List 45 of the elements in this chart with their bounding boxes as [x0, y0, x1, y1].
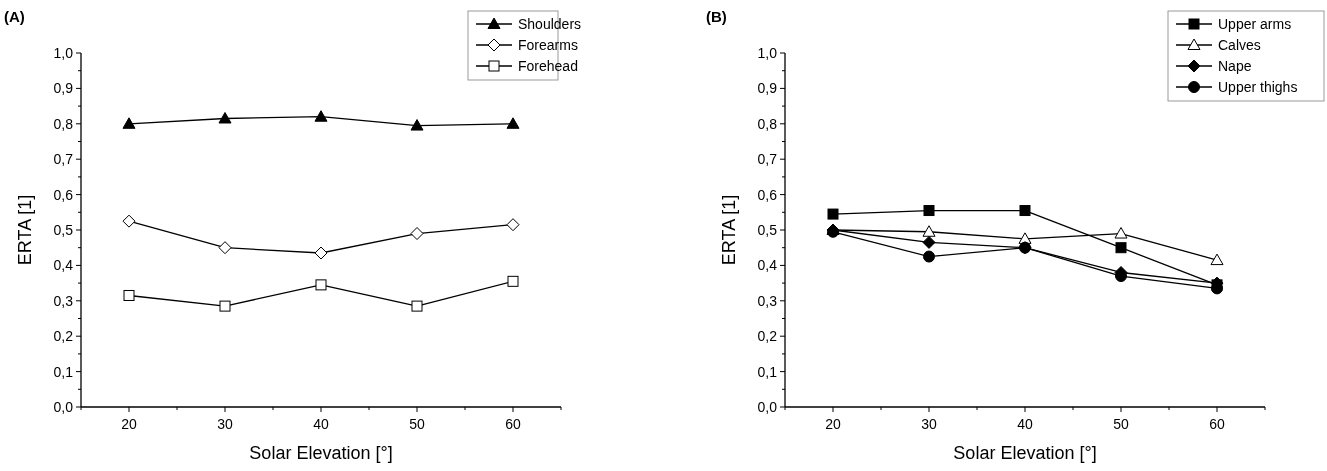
y-tick-label: 0,3 — [53, 292, 74, 309]
y-axis-title: ERTA [1] — [719, 194, 739, 266]
y-tick-label: 0,5 — [757, 221, 778, 238]
chart-title: (B) — [706, 8, 727, 25]
y-tick-label: 0,0 — [757, 398, 778, 415]
legend-label: Nape — [1218, 57, 1252, 74]
x-tick-label: 20 — [121, 416, 137, 432]
y-tick-label: 0,0 — [53, 398, 74, 415]
legend-label: Upper arms — [1218, 15, 1292, 32]
y-tick-label: 0,4 — [757, 257, 778, 274]
legend-label: Shoulders — [518, 15, 582, 32]
y-tick-label: 0,2 — [757, 328, 778, 345]
y-axis-title: ERTA [1] — [15, 194, 35, 266]
y-tick-label: 0,4 — [53, 257, 74, 274]
y-tick-label: 0,1 — [757, 363, 778, 380]
y-tick-label: 0,9 — [53, 80, 74, 97]
y-tick-label: 0,5 — [53, 221, 74, 238]
x-tick-label: 30 — [217, 416, 233, 432]
x-tick-label: 50 — [1113, 416, 1129, 432]
y-tick-label: 0,3 — [757, 292, 778, 309]
x-tick-label: 20 — [825, 416, 841, 432]
x-tick-label: 30 — [921, 416, 937, 432]
x-axis-title: Solar Elevation [°] — [249, 443, 393, 463]
legend-label: Calves — [1218, 36, 1261, 53]
y-tick-label: 1,0 — [53, 44, 74, 61]
legend-label: Forearms — [518, 36, 578, 53]
y-tick-label: 0,1 — [53, 363, 74, 380]
chart-title: (A) — [4, 8, 25, 25]
legend-label: Forehead — [518, 57, 578, 74]
y-tick-label: 1,0 — [757, 44, 778, 61]
x-tick-label: 50 — [409, 416, 425, 432]
y-tick-label: 0,8 — [757, 115, 778, 132]
x-tick-label: 60 — [1209, 416, 1225, 432]
y-tick-label: 0,6 — [757, 186, 778, 203]
x-tick-label: 40 — [1017, 416, 1033, 432]
y-tick-label: 0,7 — [53, 151, 74, 168]
x-tick-label: 60 — [505, 416, 521, 432]
x-tick-label: 40 — [313, 416, 329, 432]
y-tick-label: 0,8 — [53, 115, 74, 132]
x-axis-title: Solar Elevation [°] — [953, 443, 1097, 463]
y-tick-label: 0,6 — [53, 186, 74, 203]
y-tick-label: 0,7 — [757, 151, 778, 168]
legend-label: Upper thighs — [1218, 78, 1298, 95]
y-tick-label: 0,9 — [757, 80, 778, 97]
y-tick-label: 0,2 — [53, 328, 74, 345]
